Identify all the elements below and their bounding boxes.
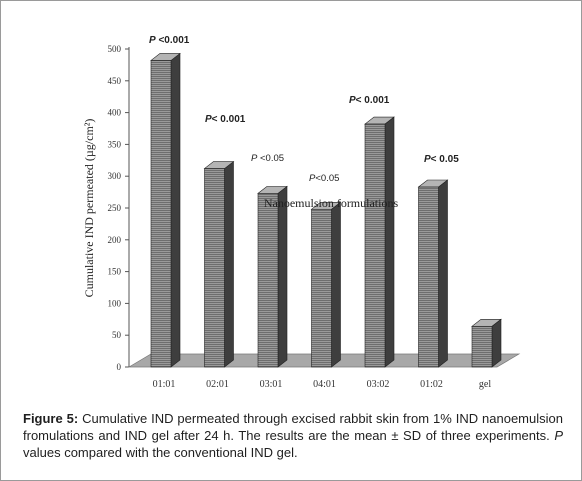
caption-p-letter: P [554, 428, 563, 443]
bar-front [418, 186, 439, 368]
x-tick-label: 01:01 [153, 379, 176, 390]
bar-01:01 [150, 52, 181, 368]
p-value-annotation: P< 0.001 [349, 95, 390, 106]
y-axis-title: Cumulative IND permeated (µg/cm²) [82, 119, 96, 298]
bars [150, 52, 502, 368]
caption-label: Figure 5: [23, 411, 79, 426]
p-value-annotation: P<0.05 [309, 173, 339, 184]
bar-side [170, 52, 181, 368]
bar-front [364, 123, 386, 368]
bar-side [224, 160, 234, 368]
caption-text-1: Cumulative IND permeated through excised… [23, 411, 563, 443]
bar-side [331, 201, 341, 368]
bar-side [438, 179, 448, 368]
y-tick-label: 500 [108, 44, 122, 54]
y-tick-label: 250 [108, 203, 122, 213]
y-tick-label: 200 [108, 235, 122, 245]
bar-gel [471, 318, 502, 368]
bar-04:01 [310, 201, 342, 368]
figure-caption: Figure 5: Cumulative IND permeated throu… [23, 410, 563, 461]
p-value-annotation: P <0.05 [251, 153, 284, 164]
labels: 01:01 02:01 03:01 04:01 03:02 01:02 gel Nanoemu… [149, 35, 491, 390]
x-axis-title: Nanoemulsion formulations [264, 196, 399, 210]
y-tick-label: 350 [108, 139, 122, 149]
bar-side [384, 116, 395, 368]
bar-side [277, 185, 288, 368]
caption-text-2: values compared with the conventional IN… [23, 445, 298, 460]
bar-03:01 [257, 185, 288, 368]
y-tick-label: 450 [108, 76, 122, 86]
bar-front [150, 60, 172, 368]
axes: 0 50 100 150 200 250 300 350 400 450 500 Cumulative… [82, 44, 130, 372]
y-tick-label: 0 [117, 362, 122, 372]
bar-01:02 [417, 179, 449, 368]
bar-02:01 [203, 160, 235, 368]
y-tick-label: 400 [108, 108, 122, 118]
bar-front [204, 168, 225, 368]
bar-front [257, 193, 279, 368]
bar-front [311, 208, 332, 368]
x-tick-label: 02:01 [206, 379, 229, 390]
bar-front [471, 325, 493, 368]
x-tick-label: 03:01 [260, 379, 283, 390]
p-value-annotation: P< 0.001 [205, 114, 246, 125]
x-tick-label: 04:01 [313, 379, 336, 390]
bar-chart: 0 50 100 150 200 250 300 350 400 450 500 Cumulative… [82, 35, 521, 390]
x-tick-label: 03:02 [367, 379, 390, 390]
y-tick-label: 100 [108, 298, 122, 308]
y-tick-label: 150 [108, 267, 122, 277]
x-tick-label: 01:02 [420, 379, 443, 390]
bar-03:02 [364, 116, 395, 368]
y-tick-label: 300 [108, 171, 122, 181]
p-value-annotation: P< 0.05 [424, 154, 459, 165]
p-value-annotation: P <0.001 [149, 35, 190, 46]
x-tick-label: gel [479, 379, 491, 390]
bar-side [491, 318, 502, 368]
y-tick-label: 50 [112, 330, 122, 340]
